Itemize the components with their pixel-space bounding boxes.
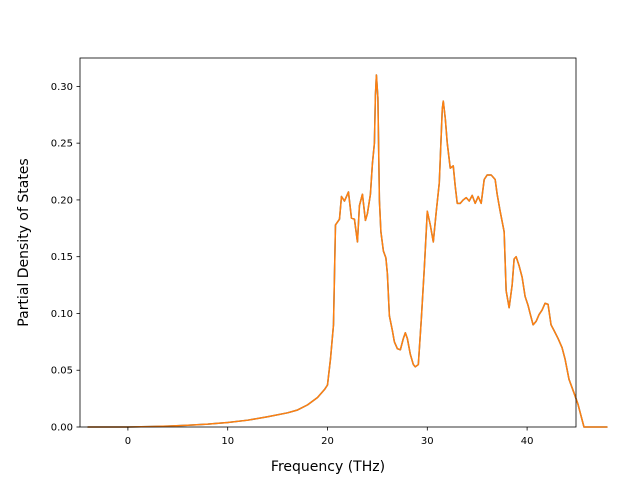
series-line-2 <box>87 74 608 428</box>
plot-frame <box>79 57 577 428</box>
x-tick-label: 40 <box>521 436 534 447</box>
y-tick-label: 0.20 <box>51 195 73 206</box>
y-tick-label: 0.25 <box>51 139 73 150</box>
y-axis-ticks: 0.00 0.05 0.10 0.15 0.20 0.25 0.30 <box>51 82 80 434</box>
x-tick-label: 10 <box>221 436 234 447</box>
x-tick-label: 0 <box>125 436 131 447</box>
series-layer <box>87 74 608 428</box>
plot-area <box>80 58 576 427</box>
y-tick-label: 0.10 <box>51 309 73 320</box>
y-tick-label: 0.30 <box>51 82 73 93</box>
y-tick-label: 0.00 <box>51 423 73 434</box>
y-tick-label: 0.05 <box>51 366 73 377</box>
y-axis-label: Partial Density of States <box>16 158 32 326</box>
x-tick-label: 30 <box>421 436 434 447</box>
x-tick-label: 20 <box>321 436 334 447</box>
x-axis-label: Frequency (THz) <box>271 459 385 475</box>
y-tick-label: 0.15 <box>51 252 73 263</box>
x-axis-ticks: 0 10 20 30 40 <box>125 427 534 447</box>
